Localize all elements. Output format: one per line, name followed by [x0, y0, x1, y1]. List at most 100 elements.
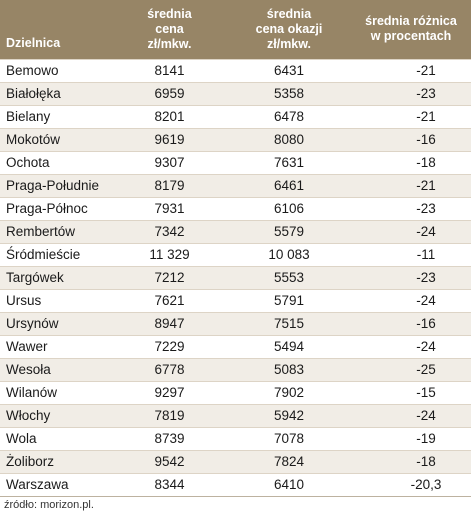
district-cell: Żoliborz: [0, 449, 112, 473]
avg-diff-cell: -16: [351, 127, 471, 151]
table-row: Ochota 9307 7631 -18: [0, 150, 471, 174]
header-district: Dzielnica: [6, 35, 61, 50]
avg-diff-cell: -18: [351, 449, 471, 473]
avg-price-cell: 8141: [112, 58, 227, 82]
avg-bargain-cell: 5083: [227, 357, 351, 381]
avg-bargain-cell: 7078: [227, 426, 351, 450]
district-cell: Wilanów: [0, 380, 112, 404]
table-row: Wilanów 9297 7902 -15: [0, 380, 471, 404]
table-body: Bemowo 8141 6431 -21 Białołęka 6959 5358 -23 Bie…: [0, 58, 471, 497]
table-row: Praga-Północ 7931 6106 -23: [0, 196, 471, 220]
district-cell: Praga-Południe: [0, 173, 112, 197]
avg-diff-cell: -23: [351, 81, 471, 105]
header-avg-price: średnia cena zł/mkw.: [147, 6, 192, 51]
avg-price-cell: 11 329: [112, 242, 227, 266]
avg-price-cell: 9619: [112, 127, 227, 151]
header-avg-bargain: średnia cena okazji zł/mkw.: [255, 6, 323, 51]
avg-diff-cell: -18: [351, 150, 471, 174]
district-cell: Targówek: [0, 265, 112, 289]
avg-price-cell: 7342: [112, 219, 227, 243]
table-row: Warszawa 8344 6410 -20,3: [0, 472, 471, 497]
header-row: Dzielnica średnia cena zł/mkw. średnia c…: [0, 0, 471, 59]
avg-bargain-cell: 5358: [227, 81, 351, 105]
source-note: źródło: morizon.pl.: [4, 499, 94, 511]
table-row: Białołęka 6959 5358 -23: [0, 81, 471, 105]
district-cell: Ursynów: [0, 311, 112, 335]
district-cell: Wawer: [0, 334, 112, 358]
avg-bargain-cell: 8080: [227, 127, 351, 151]
avg-bargain-cell: 5791: [227, 288, 351, 312]
avg-bargain-cell: 5553: [227, 265, 351, 289]
avg-price-cell: 7621: [112, 288, 227, 312]
table-row: Rembertów 7342 5579 -24: [0, 219, 471, 243]
avg-price-cell: 6778: [112, 357, 227, 381]
table-row: Bemowo 8141 6431 -21: [0, 58, 471, 82]
district-cell: Białołęka: [0, 81, 112, 105]
avg-price-cell: 8739: [112, 426, 227, 450]
avg-bargain-cell: 6106: [227, 196, 351, 220]
avg-bargain-cell: 5494: [227, 334, 351, 358]
table-row: Włochy 7819 5942 -24: [0, 403, 471, 427]
table-row: Żoliborz 9542 7824 -18: [0, 449, 471, 473]
district-cell: Wola: [0, 426, 112, 450]
district-cell: Bemowo: [0, 58, 112, 82]
avg-diff-cell: -15: [351, 380, 471, 404]
table-row: Praga-Południe 8179 6461 -21: [0, 173, 471, 197]
avg-diff-cell: -11: [351, 242, 471, 266]
avg-diff-cell: -16: [351, 311, 471, 335]
table-row: Bielany 8201 6478 -21: [0, 104, 471, 128]
avg-bargain-cell: 7631: [227, 150, 351, 174]
avg-diff-cell: -19: [351, 426, 471, 450]
table-row: Wawer 7229 5494 -24: [0, 334, 471, 358]
district-cell: Wesoła: [0, 357, 112, 381]
table-row: Wesoła 6778 5083 -25: [0, 357, 471, 381]
avg-price-cell: 7229: [112, 334, 227, 358]
header-avg-diff: średnia różnica w procentach: [365, 14, 457, 44]
avg-bargain-cell: 6461: [227, 173, 351, 197]
avg-price-cell: 7212: [112, 265, 227, 289]
avg-bargain-cell: 6410: [227, 472, 351, 497]
avg-bargain-cell: 7515: [227, 311, 351, 335]
district-cell: Śródmieście: [0, 242, 112, 266]
avg-price-cell: 8344: [112, 472, 227, 497]
avg-price-cell: 8179: [112, 173, 227, 197]
district-cell: Praga-Północ: [0, 196, 112, 220]
avg-bargain-cell: 6431: [227, 58, 351, 82]
avg-price-cell: 7819: [112, 403, 227, 427]
avg-diff-cell: -21: [351, 104, 471, 128]
avg-diff-cell: -24: [351, 219, 471, 243]
avg-bargain-cell: 5579: [227, 219, 351, 243]
table-row: Wola 8739 7078 -19: [0, 426, 471, 450]
avg-diff-cell: -21: [351, 173, 471, 197]
avg-price-cell: 8947: [112, 311, 227, 335]
avg-diff-cell: -24: [351, 334, 471, 358]
avg-price-cell: 6959: [112, 81, 227, 105]
table-row: Ursus 7621 5791 -24: [0, 288, 471, 312]
table-row: Mokotów 9619 8080 -16: [0, 127, 471, 151]
district-cell: Ochota: [0, 150, 112, 174]
avg-diff-cell: -23: [351, 265, 471, 289]
table-row: Śródmieście 11 329 10 083 -11: [0, 242, 471, 266]
district-cell: Mokotów: [0, 127, 112, 151]
avg-diff-cell: -20,3: [351, 472, 471, 497]
district-cell: Włochy: [0, 403, 112, 427]
district-cell: Rembertów: [0, 219, 112, 243]
avg-price-cell: 8201: [112, 104, 227, 128]
avg-bargain-cell: 6478: [227, 104, 351, 128]
avg-price-cell: 9297: [112, 380, 227, 404]
avg-bargain-cell: 7902: [227, 380, 351, 404]
table-row: Targówek 7212 5553 -23: [0, 265, 471, 289]
avg-bargain-cell: 10 083: [227, 242, 351, 266]
table-frame: Dzielnica średnia cena zł/mkw. średnia c…: [0, 0, 471, 497]
district-cell: Ursus: [0, 288, 112, 312]
table-row: Ursynów 8947 7515 -16: [0, 311, 471, 335]
avg-price-cell: 9307: [112, 150, 227, 174]
avg-diff-cell: -24: [351, 288, 471, 312]
avg-price-cell: 7931: [112, 196, 227, 220]
avg-price-cell: 9542: [112, 449, 227, 473]
avg-diff-cell: -25: [351, 357, 471, 381]
avg-diff-cell: -21: [351, 58, 471, 82]
price-table: Dzielnica średnia cena zł/mkw. średnia c…: [0, 0, 471, 497]
avg-bargain-cell: 5942: [227, 403, 351, 427]
avg-diff-cell: -24: [351, 403, 471, 427]
